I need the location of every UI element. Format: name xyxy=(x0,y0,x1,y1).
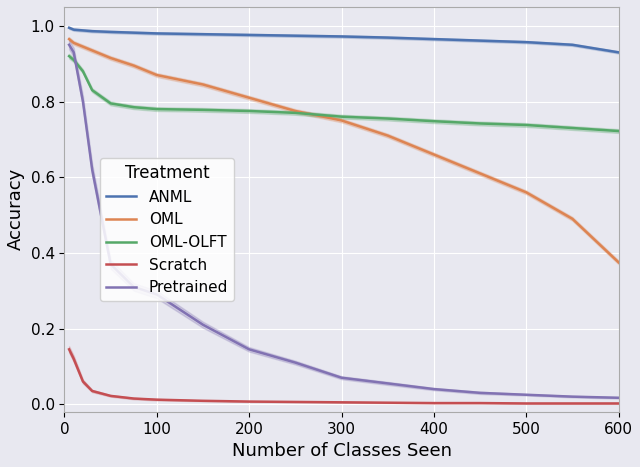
Line: OML: OML xyxy=(69,39,618,262)
OML xyxy=(79,44,87,50)
Pretrained xyxy=(199,322,207,327)
Pretrained xyxy=(65,42,73,48)
OML-OLFT xyxy=(70,57,77,63)
OML-OLFT xyxy=(614,128,622,134)
Scratch xyxy=(199,398,207,403)
Scratch xyxy=(522,401,530,406)
Scratch xyxy=(338,399,346,405)
Scratch xyxy=(384,400,392,405)
Scratch xyxy=(153,397,161,403)
OML xyxy=(338,118,346,123)
Scratch xyxy=(88,388,96,394)
ANML xyxy=(70,27,77,32)
Pretrained xyxy=(568,394,576,399)
Pretrained xyxy=(130,284,138,290)
X-axis label: Number of Classes Seen: Number of Classes Seen xyxy=(232,442,451,460)
Pretrained xyxy=(245,347,253,352)
OML xyxy=(130,63,138,68)
ANML xyxy=(65,25,73,30)
Pretrained xyxy=(291,360,299,365)
OML xyxy=(384,133,392,138)
OML xyxy=(199,82,207,87)
Scratch xyxy=(291,399,299,405)
ANML xyxy=(522,39,530,45)
OML xyxy=(245,95,253,100)
OML xyxy=(522,190,530,195)
OML-OLFT xyxy=(476,120,484,126)
Pretrained xyxy=(430,386,438,392)
OML-OLFT xyxy=(568,125,576,131)
OML-OLFT xyxy=(291,110,299,116)
OML-OLFT xyxy=(153,106,161,112)
OML-OLFT xyxy=(130,105,138,110)
Pretrained xyxy=(476,390,484,396)
ANML xyxy=(107,29,115,35)
Line: OML-OLFT: OML-OLFT xyxy=(69,56,618,131)
OML xyxy=(70,40,77,46)
OML-OLFT xyxy=(65,53,73,59)
OML xyxy=(430,152,438,157)
Scratch xyxy=(476,400,484,406)
OML xyxy=(153,72,161,78)
Pretrained xyxy=(70,50,77,55)
ANML xyxy=(291,33,299,38)
OML-OLFT xyxy=(522,122,530,128)
ANML xyxy=(153,31,161,36)
Pretrained xyxy=(522,392,530,397)
ANML xyxy=(430,36,438,42)
OML xyxy=(614,260,622,265)
OML-OLFT xyxy=(88,87,96,93)
Line: Pretrained: Pretrained xyxy=(69,45,618,398)
Scratch xyxy=(245,399,253,404)
Legend: ANML, OML, OML-OLFT, Scratch, Pretrained: ANML, OML, OML-OLFT, Scratch, Pretrained xyxy=(100,158,234,301)
OML xyxy=(107,55,115,61)
Pretrained xyxy=(153,292,161,297)
ANML xyxy=(384,35,392,40)
Pretrained xyxy=(338,375,346,381)
ANML xyxy=(245,32,253,38)
Scratch xyxy=(70,356,77,361)
Scratch xyxy=(568,401,576,406)
ANML xyxy=(199,31,207,37)
Scratch xyxy=(430,400,438,406)
Scratch xyxy=(65,347,73,352)
OML xyxy=(476,170,484,176)
OML-OLFT xyxy=(107,100,115,106)
ANML xyxy=(79,28,87,33)
OML xyxy=(568,216,576,222)
Pretrained xyxy=(88,167,96,172)
Pretrained xyxy=(79,99,87,104)
ANML xyxy=(568,42,576,48)
ANML xyxy=(338,34,346,39)
ANML xyxy=(476,38,484,43)
OML xyxy=(65,36,73,42)
Pretrained xyxy=(614,395,622,401)
OML xyxy=(291,108,299,114)
Line: ANML: ANML xyxy=(69,28,618,52)
ANML xyxy=(88,28,96,34)
OML-OLFT xyxy=(430,119,438,124)
Line: Scratch: Scratch xyxy=(69,349,618,403)
OML xyxy=(88,48,96,53)
Scratch xyxy=(107,393,115,399)
Pretrained xyxy=(384,381,392,386)
Y-axis label: Accuracy: Accuracy xyxy=(7,168,25,250)
OML-OLFT xyxy=(199,107,207,113)
Scratch xyxy=(130,396,138,401)
OML-OLFT xyxy=(338,114,346,120)
ANML xyxy=(614,50,622,55)
Scratch xyxy=(614,401,622,406)
Scratch xyxy=(79,379,87,384)
OML-OLFT xyxy=(79,69,87,74)
OML-OLFT xyxy=(245,108,253,114)
OML-OLFT xyxy=(384,116,392,121)
ANML xyxy=(130,30,138,35)
Pretrained xyxy=(107,262,115,267)
